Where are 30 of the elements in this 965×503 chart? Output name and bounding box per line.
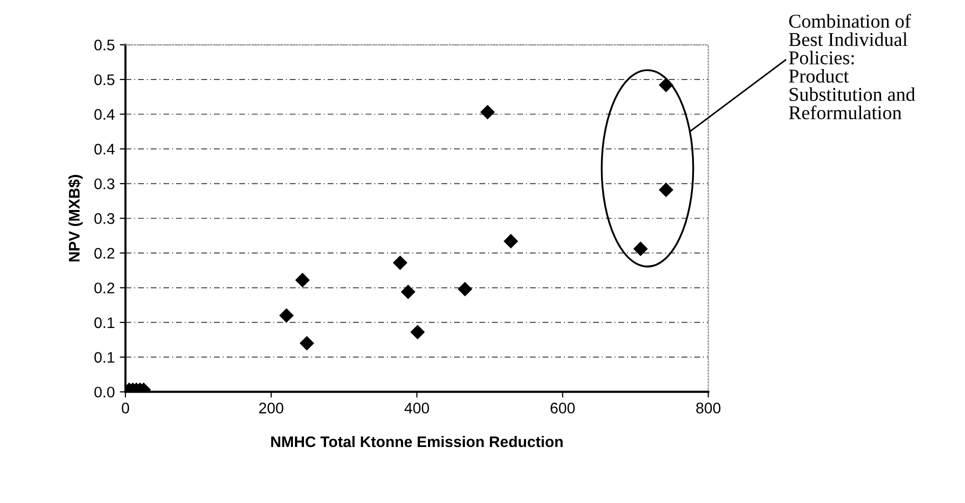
text: Combination of Best Individual Policies: Product Substitution and Reformulation [788, 14, 916, 120]
y-tick-label: 0.5 [94, 40, 114, 50]
point [480, 104, 495, 120]
y-tick-label: 0.0 [94, 386, 114, 398]
point [295, 272, 310, 288]
y-tick-label: 0.1 [94, 317, 114, 328]
y-tick-label: 0.4 [94, 109, 115, 120]
point [658, 182, 674, 198]
x-tick-label: 0 [122, 402, 130, 414]
point [504, 234, 518, 248]
point [458, 282, 472, 296]
y-tick-label: 0.3 [94, 213, 114, 224]
y-tick-label: 0.2 [94, 282, 114, 294]
x-tick-label: 400 [404, 402, 430, 414]
point [300, 336, 314, 351]
point [633, 242, 648, 256]
y-tick-label: 0.3 [94, 178, 114, 190]
x-tick-label: 800 [696, 402, 720, 414]
y-tick-label: 0.1 [94, 352, 114, 363]
y-tick-label: 0.5 [94, 74, 114, 86]
point [279, 308, 294, 323]
point [392, 255, 408, 270]
y-tick-label: 0.2 [94, 248, 114, 259]
x-tick-label: 600 [550, 402, 575, 414]
point [400, 284, 416, 300]
y-tick-label: 0.4 [94, 144, 115, 155]
x-tick-label: 200 [259, 402, 284, 414]
point [410, 324, 425, 340]
y-axis-title: NPV (MXB$) [68, 174, 83, 262]
x-axis-title: NMHC Total Ktonne Emission Reduction [271, 436, 563, 448]
